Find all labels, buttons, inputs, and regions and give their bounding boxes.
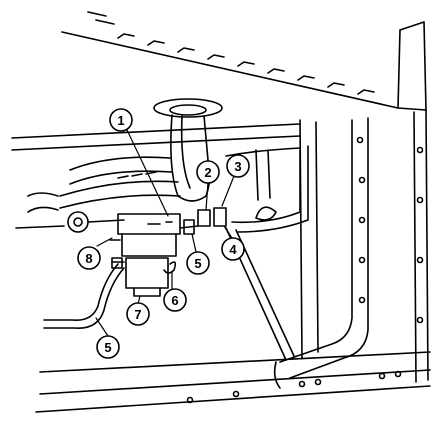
callout-3: 3 — [226, 154, 250, 178]
hoses — [27, 156, 181, 213]
callout-5-lower: 5 — [96, 335, 120, 359]
callout-5-lower-label: 5 — [104, 340, 111, 355]
leader-lines — [95, 129, 235, 337]
callout-4-label: 4 — [229, 242, 237, 257]
callout-8: 8 — [77, 246, 101, 270]
callout-5-upper: 5 — [186, 251, 210, 275]
lower-fuel-line — [43, 263, 125, 329]
callout-2: 2 — [196, 160, 220, 184]
lower-sill — [35, 351, 431, 413]
elbow-pipe — [153, 98, 223, 202]
clip — [163, 261, 177, 274]
callout-7: 7 — [126, 302, 150, 326]
callout-3-label: 3 — [234, 159, 241, 174]
callout-5-upper-label: 5 — [194, 256, 201, 271]
callout-6: 6 — [163, 288, 187, 312]
upper-panel — [61, 11, 427, 111]
fittings — [179, 207, 227, 235]
callout-2-label: 2 — [204, 165, 211, 180]
callout-8-label: 8 — [85, 251, 92, 266]
fuel-filter-assembly — [109, 213, 181, 297]
callout-1-label: 1 — [117, 113, 124, 128]
mounting-bracket — [67, 211, 125, 233]
callout-1: 1 — [109, 108, 133, 132]
door-frame — [279, 109, 429, 383]
callout-6-label: 6 — [171, 293, 178, 308]
callout-4: 4 — [221, 237, 245, 261]
frame-rail — [11, 123, 301, 229]
rivets — [186, 136, 424, 404]
callout-7-label: 7 — [134, 307, 141, 322]
